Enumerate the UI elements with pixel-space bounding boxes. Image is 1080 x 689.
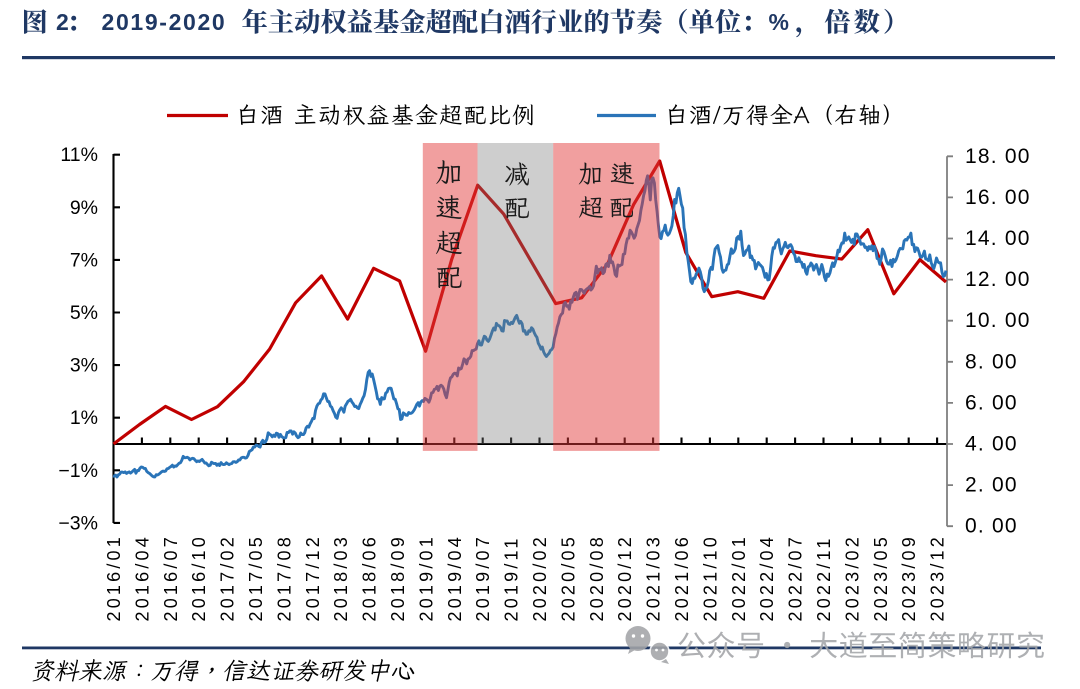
- svg-text:2022/04: 2022/04: [757, 534, 777, 621]
- svg-text:2017/02: 2017/02: [218, 534, 238, 621]
- svg-text:2023/02: 2023/02: [842, 534, 862, 621]
- svg-text:1%: 1%: [70, 407, 98, 429]
- svg-text:2017/08: 2017/08: [274, 534, 294, 621]
- svg-text:2023/05: 2023/05: [871, 534, 891, 621]
- svg-text:2018/03: 2018/03: [331, 534, 351, 621]
- svg-text:9%: 9%: [70, 197, 98, 219]
- svg-text:2018/09: 2018/09: [388, 534, 408, 621]
- svg-text:18. 00: 18. 00: [965, 145, 1031, 168]
- svg-text:2. 00: 2. 00: [965, 474, 1018, 497]
- svg-text:10. 00: 10. 00: [965, 309, 1031, 332]
- svg-text:2020/12: 2020/12: [615, 534, 635, 621]
- svg-text:2023/12: 2023/12: [928, 534, 948, 621]
- svg-text:2019-2020: 2019-2020: [102, 9, 227, 35]
- svg-text:12. 00: 12. 00: [965, 268, 1031, 291]
- svg-text:2: 2: [56, 9, 69, 35]
- svg-text:2022/01: 2022/01: [729, 534, 749, 621]
- svg-text:6. 00: 6. 00: [965, 391, 1018, 414]
- svg-text:2019/11: 2019/11: [502, 535, 522, 621]
- svg-text:2019/01: 2019/01: [416, 534, 436, 621]
- svg-text:2021/06: 2021/06: [672, 534, 692, 621]
- svg-text:−1%: −1%: [58, 460, 98, 482]
- svg-text:2016/01: 2016/01: [104, 534, 124, 621]
- svg-text:2019/04: 2019/04: [445, 534, 465, 621]
- svg-text:2023/09: 2023/09: [899, 534, 919, 621]
- svg-text:2016/04: 2016/04: [132, 534, 152, 621]
- svg-text:2019/07: 2019/07: [473, 534, 493, 621]
- svg-text:2018/06: 2018/06: [360, 534, 380, 621]
- svg-text:5%: 5%: [70, 302, 98, 324]
- svg-text:−3%: −3%: [58, 512, 98, 534]
- svg-text:2020/02: 2020/02: [530, 534, 550, 621]
- svg-text:2020/08: 2020/08: [587, 534, 607, 621]
- svg-text:7%: 7%: [70, 249, 98, 271]
- svg-text:2020/05: 2020/05: [558, 534, 578, 621]
- svg-text:2021/10: 2021/10: [700, 534, 720, 621]
- svg-text:2022/11: 2022/11: [814, 535, 834, 621]
- svg-text:2017/05: 2017/05: [246, 534, 266, 621]
- svg-text:2016/07: 2016/07: [161, 534, 181, 621]
- svg-text:2017/12: 2017/12: [303, 534, 323, 621]
- svg-text:2022/07: 2022/07: [786, 534, 806, 621]
- svg-text:16. 00: 16. 00: [965, 186, 1031, 209]
- svg-text:14. 00: 14. 00: [965, 227, 1031, 250]
- svg-text:2021/03: 2021/03: [644, 534, 664, 621]
- svg-text:8. 00: 8. 00: [965, 350, 1018, 373]
- svg-text:3%: 3%: [70, 355, 98, 377]
- svg-text:4. 00: 4. 00: [965, 433, 1018, 456]
- svg-text:11%: 11%: [60, 144, 98, 166]
- svg-text:2016/10: 2016/10: [189, 534, 209, 621]
- svg-text:0. 00: 0. 00: [965, 515, 1018, 538]
- svg-text:%: %: [769, 9, 789, 35]
